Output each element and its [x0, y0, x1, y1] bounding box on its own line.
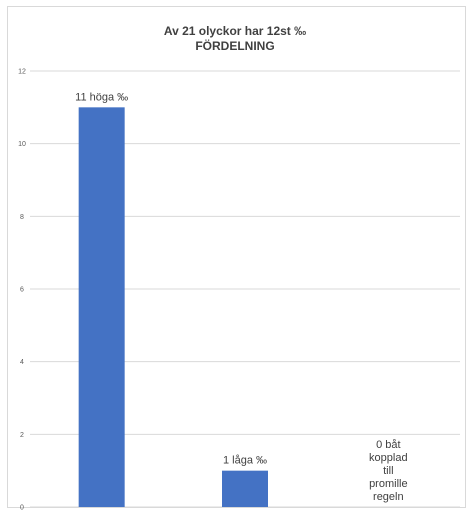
data-label: 0 båt — [376, 439, 400, 451]
y-tick-label: 8 — [20, 214, 24, 221]
y-tick-label: 0 — [20, 505, 24, 512]
y-tick-label: 4 — [20, 359, 24, 366]
data-label: promille — [369, 478, 408, 490]
data-label: 1 låga ‰ — [223, 455, 267, 467]
data-label: 11 höga ‰ — [75, 91, 128, 103]
bar — [78, 107, 125, 507]
data-label: kopplad — [369, 452, 408, 464]
y-tick-label: 6 — [20, 287, 24, 294]
chart-title: Av 21 olyckor har 12st ‰ FÖRDELNING — [164, 24, 306, 53]
y-tick-label: 12 — [18, 69, 26, 76]
data-label: regeln — [373, 491, 404, 503]
bars — [78, 107, 268, 507]
y-tick-label: 10 — [18, 141, 26, 148]
chart-title-line-1: Av 21 olyckor har 12st ‰ — [164, 24, 306, 38]
data-labels: 11 höga ‰ 1 låga ‰ 0 båtkoppladtillpromill… — [75, 91, 407, 503]
y-tick-label: 2 — [20, 432, 24, 439]
bar — [222, 470, 268, 507]
data-label: till — [383, 465, 393, 477]
y-axis-tick-labels: 0 2 4 6 8 10 12 — [18, 69, 26, 512]
chart-title-line-2: FÖRDELNING — [195, 38, 274, 53]
